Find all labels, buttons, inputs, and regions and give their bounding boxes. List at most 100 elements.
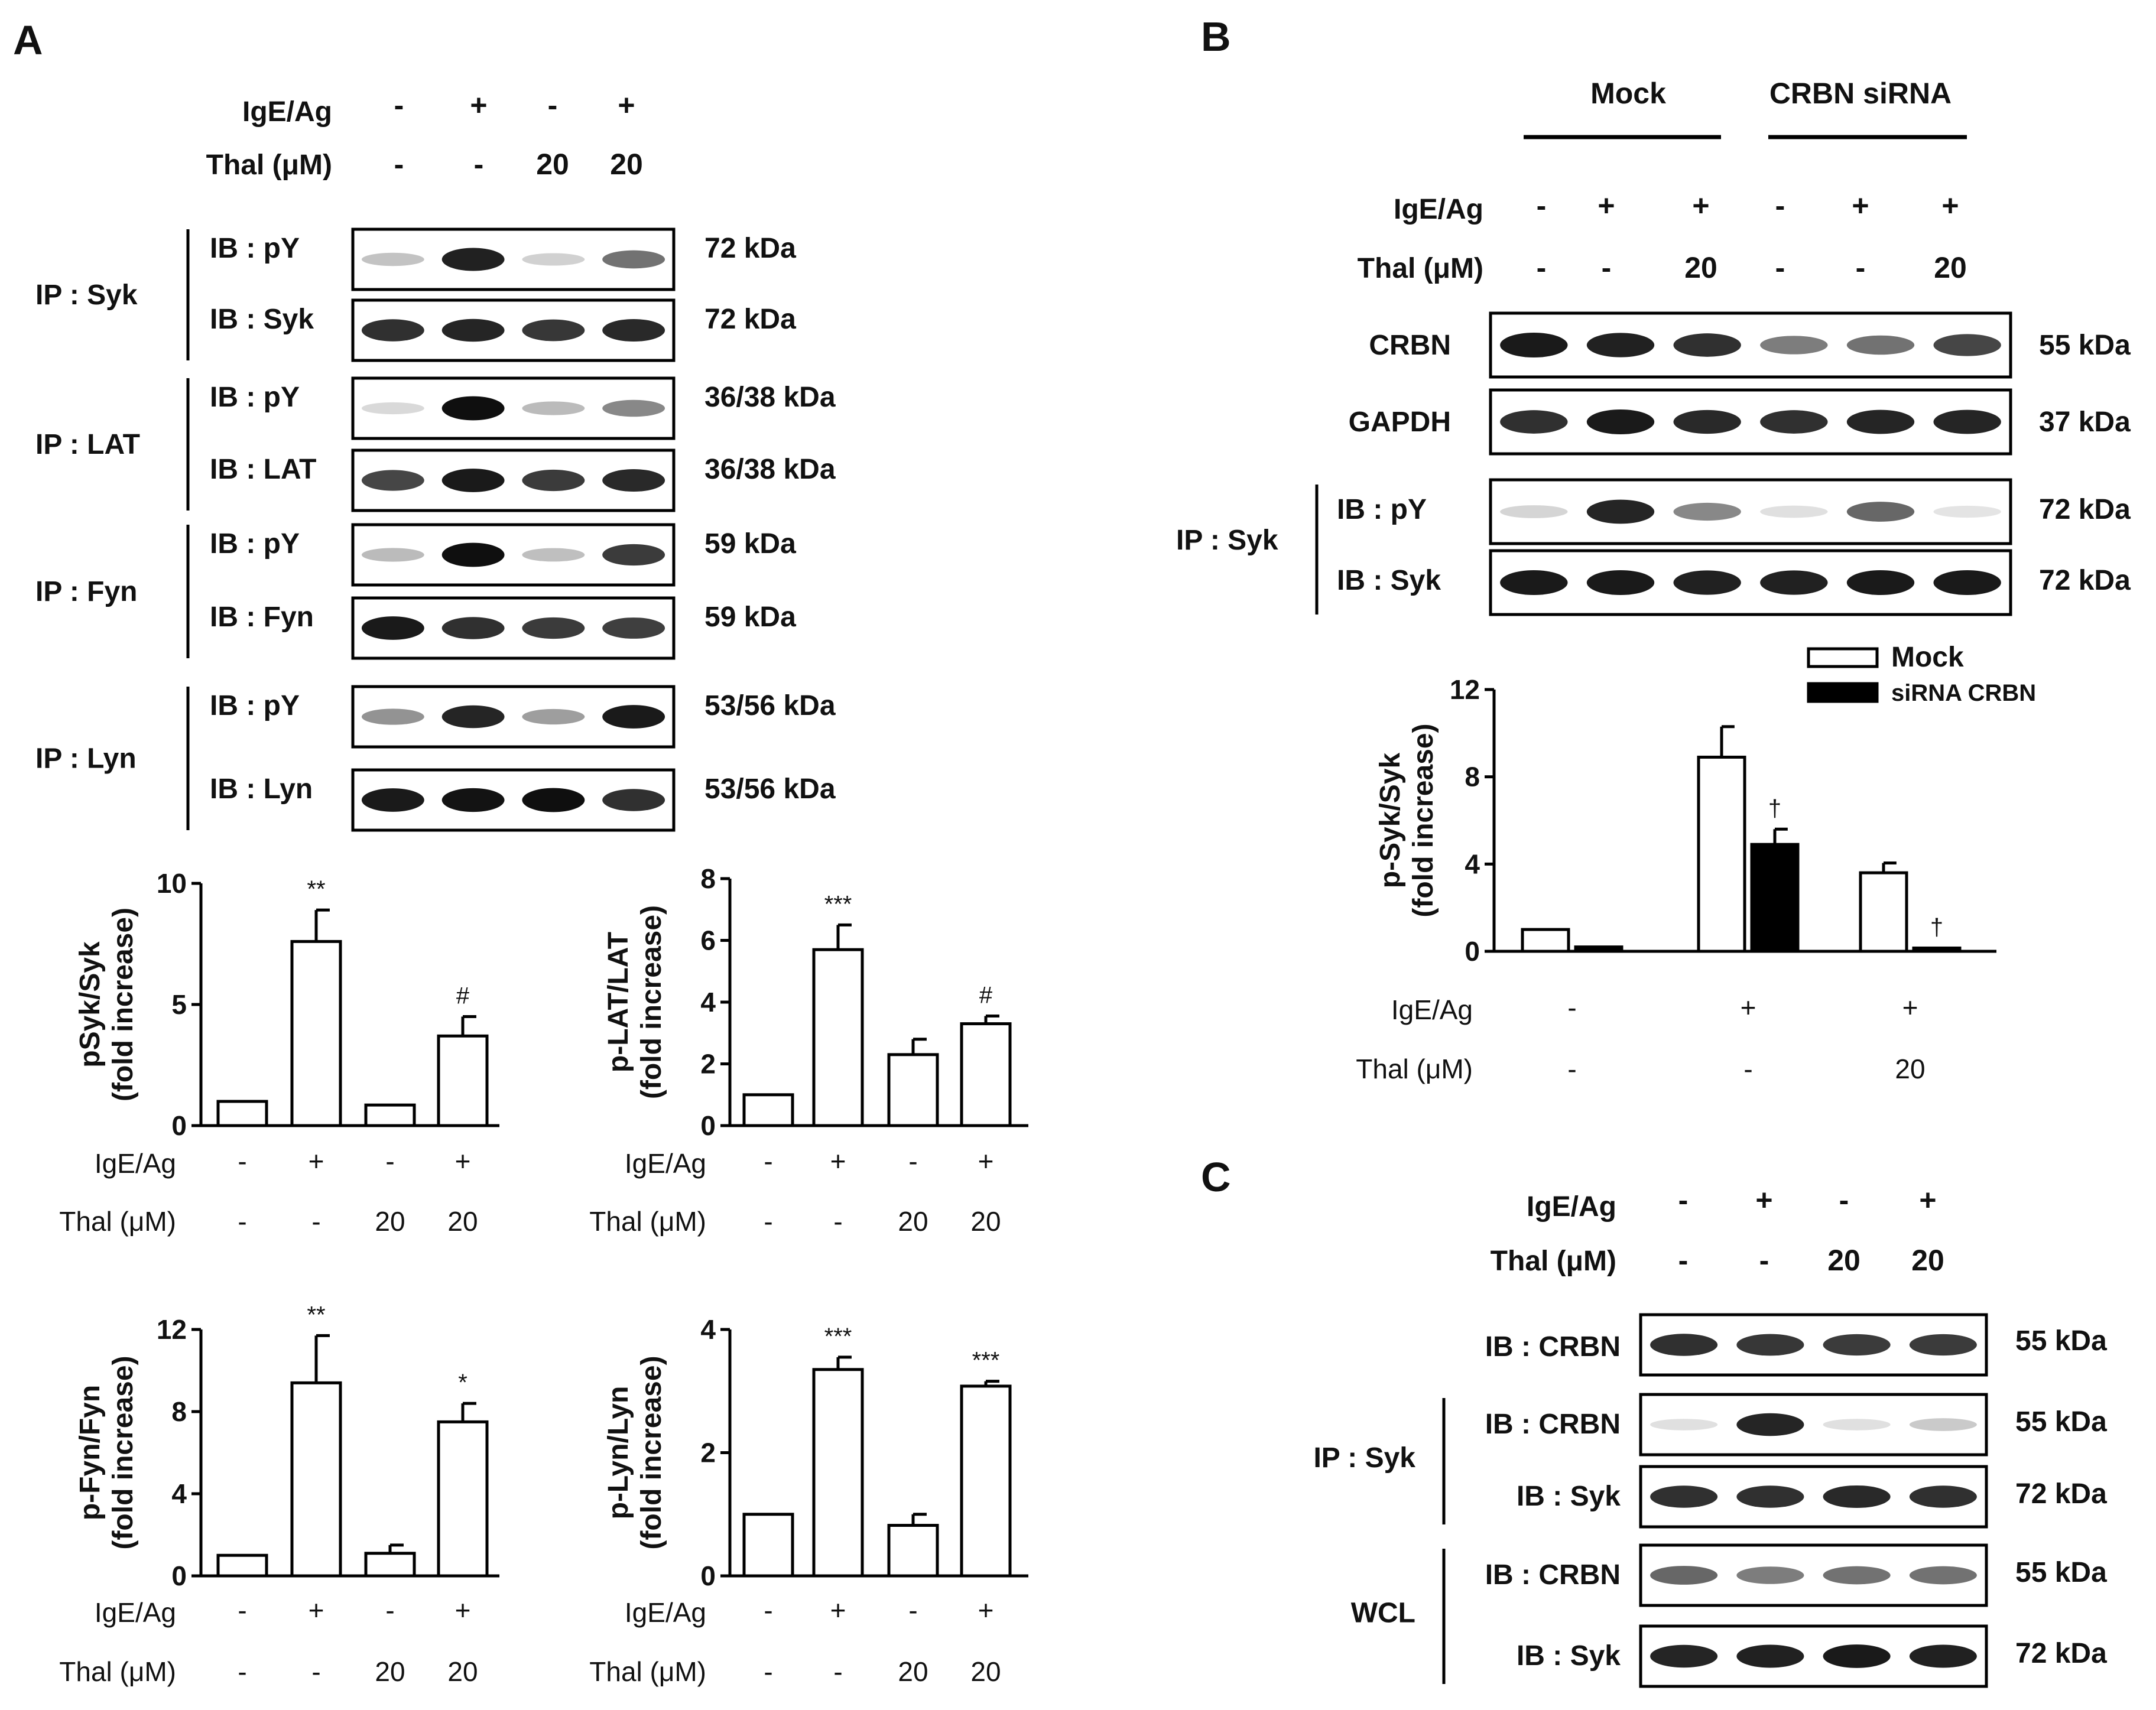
blot-band-1 <box>1650 1566 1718 1585</box>
y-axis-label: p-Syk/Syk <box>1375 752 1406 888</box>
blot-band-4 <box>602 469 665 492</box>
y-tick-label: 8 <box>171 1396 187 1427</box>
ige-value: - <box>1537 189 1547 222</box>
blot-band-6 <box>1933 409 2001 434</box>
thal-value: 20 <box>375 1656 405 1687</box>
blot-band-2 <box>1586 570 1655 596</box>
blot-band-3 <box>1673 570 1741 595</box>
ige-value: - <box>1567 992 1576 1023</box>
ib-label: IB : pY <box>210 690 300 721</box>
blot-band-1 <box>361 616 424 640</box>
blot-band-5 <box>1846 502 1915 522</box>
bar <box>742 1093 794 1127</box>
blot-band-4 <box>602 399 665 417</box>
blot-frame <box>1489 478 2012 545</box>
ib-label: IB : CRBN <box>1485 1409 1621 1440</box>
bar <box>887 1524 939 1578</box>
thal-value: - <box>311 1656 320 1687</box>
thal-value: - <box>394 148 404 181</box>
y-tick-label: 4 <box>1465 849 1480 879</box>
thal-value: 20 <box>1684 251 1717 284</box>
thal-value: 20 <box>1827 1244 1860 1277</box>
thal-row-label: Thal (μM) <box>59 1206 176 1237</box>
y-tick-label: 0 <box>700 1561 716 1591</box>
group-label: IP : Syk <box>1313 1442 1415 1474</box>
y-tick-label: 0 <box>171 1110 187 1141</box>
bar <box>812 948 864 1127</box>
blot-band-1 <box>1650 1334 1718 1356</box>
blot-band-1 <box>1500 332 1568 358</box>
y-tick-label: 8 <box>700 863 716 894</box>
blot-band-1 <box>1650 1485 1718 1508</box>
significance-mark: # <box>979 983 993 1009</box>
ige-value: + <box>978 1146 994 1176</box>
thal-value: - <box>1775 251 1785 284</box>
y-axis-label: p-Lyn/Lyn <box>603 1386 634 1520</box>
ige-value: + <box>1741 992 1756 1023</box>
blot-band-1 <box>361 788 424 812</box>
significance-mark: *** <box>824 1324 852 1350</box>
ige-value: + <box>1755 1184 1772 1217</box>
ige-value: + <box>455 1595 471 1626</box>
ib-label: IB : Syk <box>1517 1640 1621 1672</box>
bar <box>216 1553 268 1578</box>
bar <box>1521 928 1570 953</box>
blot-band-1 <box>361 319 424 342</box>
ige-value: - <box>908 1146 917 1176</box>
blot-band-3 <box>522 617 585 639</box>
y-tick-label: 5 <box>171 989 187 1020</box>
ige-value: - <box>1678 1184 1689 1217</box>
legend-mock: Mock <box>1891 642 1964 673</box>
ige-row-label: IgE/Ag <box>95 1597 176 1628</box>
thal-value: - <box>1567 1054 1576 1084</box>
blot-band-1 <box>1500 570 1568 596</box>
thal-value: 20 <box>447 1656 478 1687</box>
blot-band-2 <box>1586 499 1655 524</box>
ige-value: - <box>764 1595 772 1626</box>
thal-value: 20 <box>447 1206 478 1237</box>
y-tick-label: 4 <box>700 1314 716 1345</box>
y-tick-label: 8 <box>1465 762 1480 792</box>
blot-band-4 <box>602 705 665 729</box>
blot-band-4 <box>602 318 665 342</box>
ige-value: + <box>830 1595 846 1626</box>
blot-band-2 <box>441 788 505 812</box>
ige-value: + <box>1852 189 1869 222</box>
kda-label: 53/56 kDa <box>704 690 836 721</box>
bar <box>742 1513 794 1578</box>
blot-frame <box>1489 549 2012 616</box>
blot-band-2 <box>441 617 505 639</box>
bar <box>1859 871 1908 953</box>
y-tick-label: 2 <box>700 1049 716 1080</box>
thal-value: 20 <box>898 1656 928 1687</box>
blot-band-4 <box>602 617 665 639</box>
ige-row-label: IgE/Ag <box>625 1148 706 1179</box>
blot-band-6 <box>1933 334 2001 356</box>
blot-band-1 <box>1650 1419 1718 1431</box>
blot-band-6 <box>1933 505 2001 518</box>
blot-label: GAPDH <box>1349 407 1451 438</box>
ige-value: + <box>1902 992 1918 1023</box>
blot-band-4 <box>602 250 665 269</box>
panel-a-blots: IP : Syk IB : pY 72 kDa IB : Syk 72 kDa IP : … <box>35 227 836 832</box>
blot-band-3 <box>1823 1485 1891 1509</box>
blot-band-3 <box>1673 409 1741 434</box>
thal-value: - <box>833 1656 842 1687</box>
kda-label: 59 kDa <box>704 528 796 560</box>
y-axis-label: p-Fyn/Fyn <box>74 1385 106 1520</box>
significance-mark: *** <box>824 891 852 917</box>
blot-band-3 <box>1823 1566 1891 1585</box>
blot-label: CRBN <box>1369 330 1451 361</box>
bar <box>290 1381 342 1578</box>
blot-frame <box>1489 311 2012 379</box>
significance-mark: † <box>1930 914 1943 940</box>
ige-value: + <box>1941 189 1959 222</box>
blot-band-2 <box>1736 1334 1804 1356</box>
blot-band-3 <box>1673 333 1741 357</box>
panel-c: IgE/Ag Thal (μM) - + - + - - 20 20 IB : CRBN 55 kDa… <box>1313 1184 2107 1688</box>
y-tick-label: 0 <box>700 1110 716 1141</box>
blot-band-3 <box>1823 1644 1891 1668</box>
ib-label: IB : pY <box>210 528 300 560</box>
